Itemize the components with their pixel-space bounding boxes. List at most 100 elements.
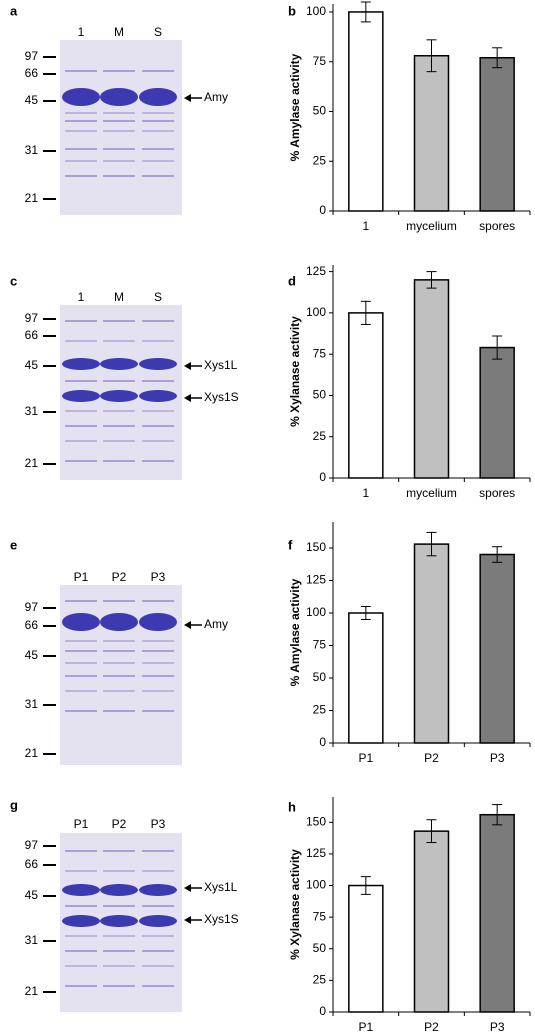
error-bar [492,335,503,360]
marker-label: 21 [25,984,39,998]
error-bar [492,804,503,826]
gel-band [103,175,135,177]
arrow-head [184,884,191,892]
gel-band [100,358,138,370]
gel-band [142,710,174,712]
x-tick-label: 1 [362,486,369,500]
marker-label: 97 [25,838,39,852]
gel-band [65,935,97,937]
gel-image [60,40,182,215]
gel-band [100,390,138,402]
arrow-head [184,94,191,102]
panel-letter: h [288,799,296,814]
lane-label: P3 [151,570,166,584]
gel-band [142,175,174,177]
x-tick-label: mycelium [406,486,457,500]
marker-label: 21 [25,191,39,205]
gel-band [139,915,177,927]
gel-band [103,965,135,967]
gel-band [139,613,177,631]
gel-band [103,935,135,937]
x-tick-label: mycelium [406,219,457,233]
y-tick-label: 75 [313,909,327,923]
gel-band [103,425,135,427]
error-bar [360,876,371,895]
error-bar [492,546,503,563]
y-tick-label: 100 [306,4,326,18]
gel-band [65,710,97,712]
lane-label: P3 [151,817,166,831]
y-tick-label: 50 [313,104,327,118]
error-bar [426,271,437,289]
bar [413,830,450,1013]
gel-band [142,905,174,907]
lane-label: S [154,290,162,304]
gel-band [65,870,97,872]
gel-band [100,88,138,106]
arrow-head [184,362,191,370]
gel-band [142,410,174,412]
gel-band [100,884,138,896]
bar [413,543,450,744]
gel-band [142,600,174,602]
gel-band [142,985,174,987]
gel-band [65,130,97,132]
gel-band [142,320,174,322]
gel-band [103,160,135,162]
marker-label: 31 [25,933,39,947]
panel-letter: b [288,3,296,18]
y-tick-label: 100 [306,605,326,619]
error-bar [360,1,371,23]
arrow-head [184,621,191,629]
gel-band [62,390,100,402]
y-tick-label: 50 [313,388,327,402]
gel-band [139,390,177,402]
gel-band [62,88,100,106]
gel-band [103,460,135,462]
gel-band [142,950,174,952]
gel-band [103,70,135,72]
arrow-head [184,916,191,924]
gel-band [65,650,97,652]
lane-label: M [114,25,124,39]
gel-band [142,640,174,642]
y-tick-label: 125 [306,573,326,587]
y-axis-label: % Xylanase activity [288,849,302,960]
y-axis-label: % Xylanase activity [288,316,302,427]
marker-label: 31 [25,143,39,157]
gel-band [103,710,135,712]
gel-band [65,850,97,852]
band-label: Xys1L [204,880,238,894]
gel-band [65,600,97,602]
panel-letter: f [288,537,293,552]
bar [479,813,515,1013]
y-tick-label: 25 [313,429,327,443]
y-tick-label: 100 [306,305,326,319]
gel-band [142,340,174,342]
bar [348,884,384,1013]
bar [348,312,384,479]
gel-band [65,950,97,952]
gel-band [142,380,174,382]
gel-band [103,148,135,150]
y-tick-label: 150 [306,814,326,828]
marker-label: 31 [25,404,39,418]
lane-label: P1 [74,570,89,584]
gel-band [65,425,97,427]
gel-band [142,662,174,664]
gel-band [103,870,135,872]
gel-band [142,112,174,114]
lane-label: 1 [78,25,85,39]
bar [348,612,384,744]
y-axis-label: % Amylase activity [288,578,302,686]
y-tick-label: 0 [319,203,326,217]
gel-band [103,112,135,114]
x-tick-label: P3 [490,751,505,765]
gel-band [103,650,135,652]
bar [479,346,515,479]
gel-band [103,950,135,952]
y-tick-label: 25 [313,153,327,167]
gel-band [139,358,177,370]
error-bar [426,39,437,73]
band-label: Amy [204,617,228,631]
